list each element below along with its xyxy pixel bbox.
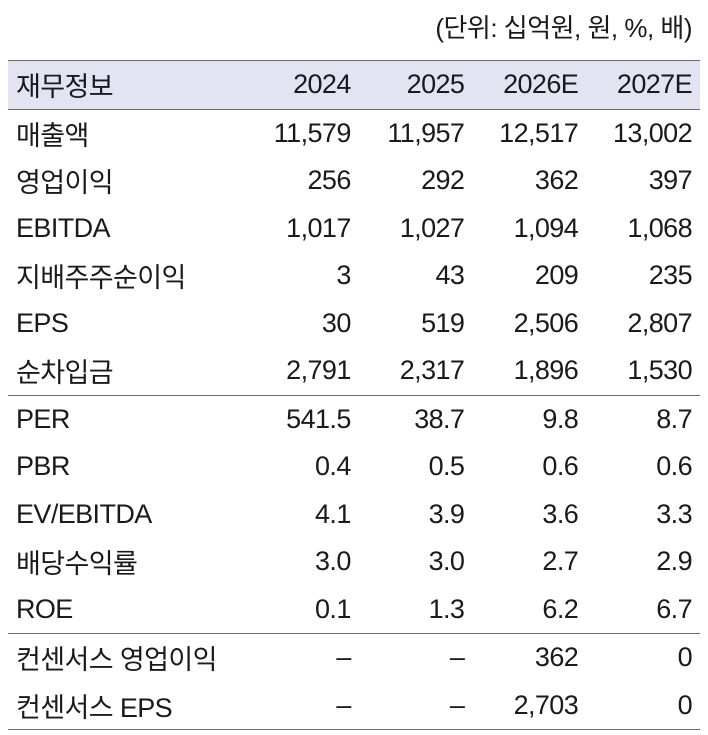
row-label: 컨센서스 영업이익 xyxy=(8,633,240,682)
row-label: EV/EBITDA xyxy=(16,498,152,529)
header-label: 재무정보 xyxy=(16,72,114,103)
table-row: EPS 30 519 2,506 2,807 xyxy=(8,300,700,348)
table-row: 순차입금 2,791 2,317 1,896 1,530 xyxy=(8,347,700,395)
cell: 256 xyxy=(307,165,352,196)
cell: 2,807 xyxy=(627,307,692,338)
cell: 13,002 xyxy=(613,117,693,148)
row-label: EBITDA xyxy=(16,212,111,243)
cell: – xyxy=(352,681,467,730)
cell: 292 xyxy=(421,165,465,196)
cell: 3.0 xyxy=(315,546,351,577)
table-row: 영업이익 256 292 362 397 xyxy=(8,157,700,205)
header-year: 2024 xyxy=(293,69,351,100)
cell: 8.7 xyxy=(580,394,700,443)
cell: 397 xyxy=(648,165,693,196)
cell: 0.6 xyxy=(656,451,692,482)
cell: 209 xyxy=(534,260,579,291)
financial-table: 재무정보 2024 2025 2026E 2027E 매출액 11,579 11… xyxy=(8,60,700,730)
cell: 1,027 xyxy=(399,212,465,243)
table-row: PBR 0.4 0.5 0.6 0.6 xyxy=(8,443,700,491)
cell: – xyxy=(352,633,467,682)
cell: 0 xyxy=(580,681,700,730)
cell: 11,957 xyxy=(387,117,465,148)
cell: 43 xyxy=(435,260,465,291)
table-row: 컨센서스 영업이익 – – 362 0 xyxy=(8,633,700,682)
table-row: EV/EBITDA 4.1 3.9 3.6 3.3 xyxy=(8,491,700,539)
table-row: ROE 0.1 1.3 6.2 6.7 xyxy=(8,586,700,634)
cell: 0.6 xyxy=(542,451,579,482)
cell: 2,703 xyxy=(466,681,581,730)
cell: 1,530 xyxy=(627,355,692,386)
table-row: 배당수익률 3.0 3.0 2.7 2.9 xyxy=(8,538,700,586)
cell: 30 xyxy=(321,307,351,338)
cell: – xyxy=(239,633,353,682)
cell: 1,068 xyxy=(627,212,692,243)
row-label: 지배주주순이익 xyxy=(16,263,186,294)
row-label: PBR xyxy=(16,451,70,482)
row-label: 매출액 xyxy=(16,120,89,151)
cell: 9.8 xyxy=(466,394,581,443)
table-row: 지배주주순이익 3 43 209 235 xyxy=(8,252,700,300)
cell: 4.1 xyxy=(315,498,351,529)
cell: 6.2 xyxy=(542,593,579,624)
cell: 0 xyxy=(580,633,700,682)
cell: 12,517 xyxy=(499,117,579,148)
cell: 1,094 xyxy=(513,212,579,243)
cell: 38.7 xyxy=(352,394,467,443)
row-label: 컨센서스 EPS xyxy=(8,681,240,730)
row-label: 순차입금 xyxy=(16,358,114,389)
cell: 2,791 xyxy=(286,355,351,386)
cell: 3.0 xyxy=(428,546,465,577)
cell: 1.3 xyxy=(428,593,465,624)
cell: 3.3 xyxy=(656,498,692,529)
cell: 2.7 xyxy=(542,546,579,577)
cell: 2,506 xyxy=(513,307,579,338)
table-row: 컨센서스 EPS – – 2,703 0 xyxy=(8,681,700,730)
table-row: EBITDA 1,017 1,027 1,094 1,068 xyxy=(8,205,700,253)
header-year: 2026E xyxy=(503,69,579,100)
header-year: 2025 xyxy=(406,69,465,100)
row-label: PER xyxy=(8,394,240,443)
table-row: PER 541.5 38.7 9.8 8.7 xyxy=(8,394,700,443)
table-row: 매출액 11,579 11,957 12,517 13,002 xyxy=(8,109,700,157)
row-label: 배당수익률 xyxy=(16,549,138,580)
row-label: ROE xyxy=(16,593,73,624)
row-label: EPS xyxy=(16,307,69,338)
cell: 362 xyxy=(534,165,579,196)
cell: 11,579 xyxy=(273,117,352,148)
cell: 1,896 xyxy=(513,355,579,386)
cell: 0.5 xyxy=(428,451,465,482)
cell: 235 xyxy=(648,260,693,291)
cell: 0.1 xyxy=(315,593,351,624)
cell: 541.5 xyxy=(239,394,353,443)
cell: 519 xyxy=(421,307,465,338)
cell: 3.6 xyxy=(542,498,579,529)
unit-note: (단위: 십억원, 원, %, 배) xyxy=(435,13,692,43)
cell: 2.9 xyxy=(656,546,692,577)
header-year: 2027E xyxy=(616,69,693,100)
cell: 1,017 xyxy=(286,212,351,243)
cell: 3.9 xyxy=(428,498,465,529)
cell: 362 xyxy=(466,633,581,682)
row-label: 영업이익 xyxy=(16,168,114,199)
cell: 3 xyxy=(336,260,351,291)
cell: 2,317 xyxy=(399,355,465,386)
cell: 0.4 xyxy=(315,451,351,482)
cell: 6.7 xyxy=(656,593,692,624)
cell: – xyxy=(239,681,353,730)
table-header-row: 재무정보 2024 2025 2026E 2027E xyxy=(8,60,700,109)
